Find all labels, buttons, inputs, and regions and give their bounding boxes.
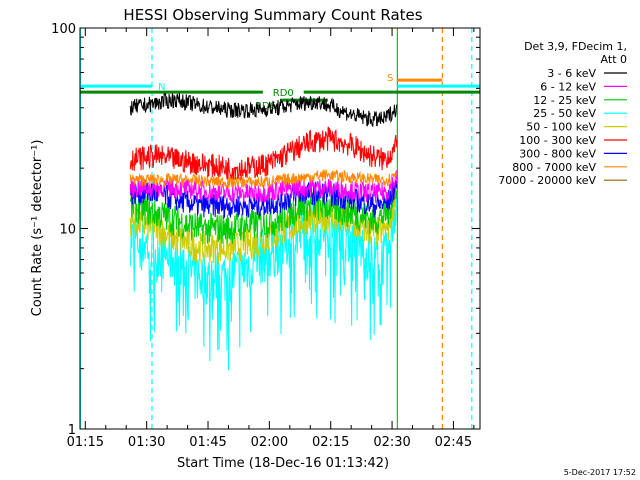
x-tick-label-3: 02:00	[251, 435, 288, 450]
series-line-2	[129, 182, 398, 245]
legend-header-1: Att 0	[601, 53, 627, 66]
series-line-0	[129, 92, 398, 128]
legend-label-4: 50 - 100 keV	[526, 121, 596, 134]
status-label-n: N	[158, 82, 165, 93]
footer-timestamp: 5-Dec-2017 17:52	[564, 468, 636, 477]
x-tick-label-4: 02:15	[312, 435, 349, 450]
series-line-7	[129, 169, 398, 189]
y-axis-label: Count Rate (s⁻¹ detector⁻¹)	[30, 140, 45, 317]
status-bars: N RD0 RD6 S	[80, 73, 480, 112]
legend-label-5: 100 - 300 keV	[519, 134, 596, 147]
legend-header-0: Det 3,9, FDecim 1,	[524, 40, 627, 53]
y-tick-label-2: 100	[51, 22, 76, 37]
status-label-rd0: RD0	[273, 88, 294, 99]
status-label-rd6: RD6	[255, 101, 276, 112]
x-axis-label: Start Time (18-Dec-16 01:13:42)	[177, 456, 389, 471]
legend-label-7: 800 - 7000 keV	[512, 161, 596, 174]
x-tick-label-2: 01:45	[189, 435, 226, 450]
legend-label-6: 300 - 800 keV	[519, 147, 596, 160]
series-line-5	[129, 126, 398, 181]
legend-label-1: 6 - 12 keV	[540, 80, 596, 93]
y-tick-label-0: 1	[68, 423, 76, 438]
chart-title: HESSI Observing Summary Count Rates	[123, 6, 422, 24]
series-line-3	[129, 192, 398, 371]
status-label-s: S	[387, 73, 393, 84]
y-tick-label-1: 10	[59, 223, 76, 238]
x-tick-label-5: 02:30	[373, 435, 410, 450]
legend-label-3: 25 - 50 keV	[533, 107, 596, 120]
legend-label-2: 12 - 25 keV	[533, 94, 596, 107]
x-tick-label-6: 02:45	[435, 435, 472, 450]
legend-label-8: 7000 - 20000 keV	[498, 174, 596, 187]
series-lines	[129, 92, 398, 371]
series-line-1	[129, 170, 398, 203]
legend-label-0: 3 - 6 keV	[547, 67, 596, 80]
plot-axes: 01:15 01:30 01:45 02:00 02:15 02:30 02:45 1 10 10…	[51, 22, 481, 450]
x-tick-label-0: 01:15	[67, 435, 104, 450]
x-tick-label-1: 01:30	[128, 435, 165, 450]
